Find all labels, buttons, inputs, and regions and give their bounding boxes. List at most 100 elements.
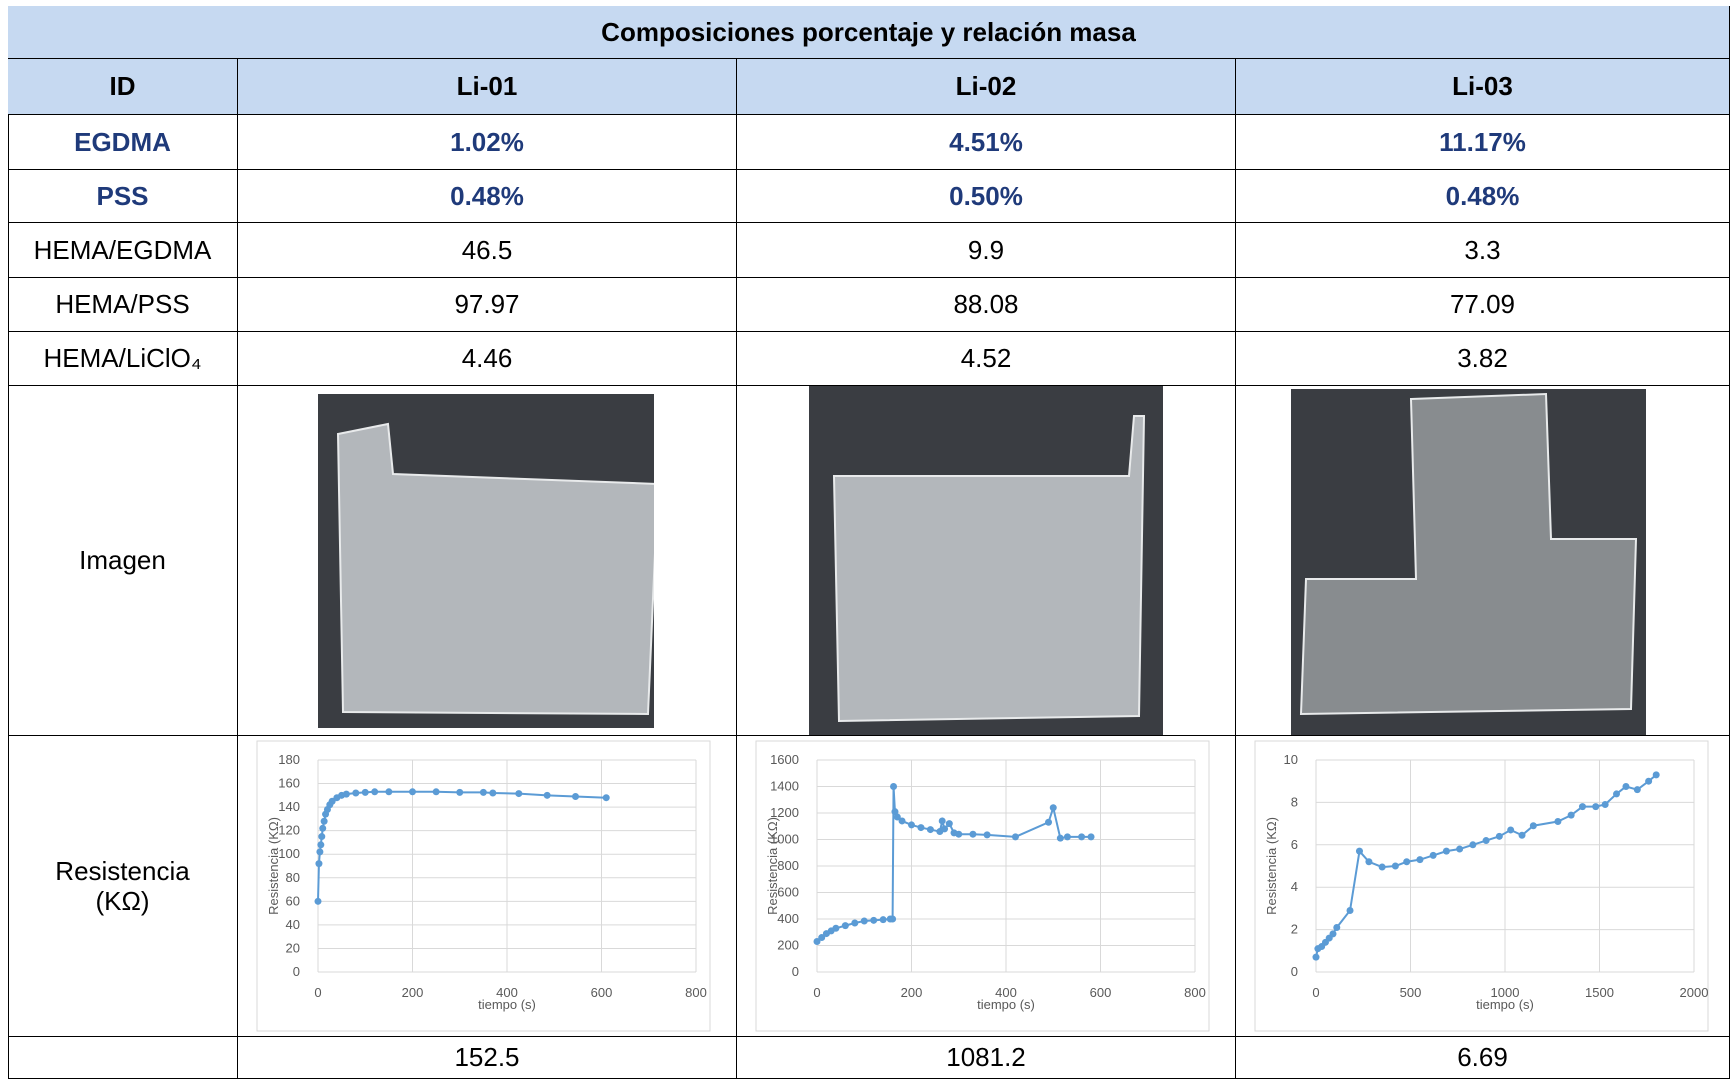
data-point xyxy=(1554,818,1561,825)
header-text: ID xyxy=(110,71,136,102)
y-tick-label: 8 xyxy=(1291,794,1298,809)
row-label: PSS xyxy=(96,181,148,212)
cell-value: 152.5 xyxy=(454,1042,519,1073)
x-tick-label: 600 xyxy=(1090,985,1112,1000)
x-tick-label: 0 xyxy=(813,985,820,1000)
cell-value: 46.5 xyxy=(462,235,513,266)
data-point xyxy=(1333,924,1340,931)
data-point xyxy=(1496,833,1503,840)
header-text: Li-03 xyxy=(1452,71,1513,102)
row-label: Imagen xyxy=(79,545,166,576)
table-cell: HEMA/PSS xyxy=(8,278,238,332)
y-tick-label: 400 xyxy=(777,911,799,926)
y-tick-label: 40 xyxy=(286,917,300,932)
table-cell: 6.69 xyxy=(1236,1037,1730,1079)
x-tick-label: 200 xyxy=(901,985,923,1000)
data-point xyxy=(319,825,326,832)
table-cell: 3.82 xyxy=(1236,332,1730,386)
table-cell: 1.02% xyxy=(238,115,737,170)
y-axis-label: Resistencia (KΩ) xyxy=(765,817,780,915)
header-text: Li-01 xyxy=(457,71,518,102)
data-point xyxy=(1602,801,1609,808)
data-point xyxy=(1592,803,1599,810)
y-tick-label: 10 xyxy=(1284,752,1298,767)
chart-frame xyxy=(257,741,710,1031)
data-point xyxy=(362,789,369,796)
table-cell: PSS xyxy=(8,170,238,223)
header-cell: ID xyxy=(8,59,238,115)
chart: 02468100500100015002000tiempo (s)Resiste… xyxy=(1254,740,1709,1032)
y-tick-label: 0 xyxy=(293,964,300,979)
data-point xyxy=(433,788,440,795)
cell-value: 3.82 xyxy=(1457,343,1508,374)
y-tick-label: 1600 xyxy=(770,752,799,767)
y-tick-label: 160 xyxy=(278,776,300,791)
data-point xyxy=(1365,858,1372,865)
y-tick-label: 800 xyxy=(777,858,799,873)
data-point xyxy=(409,788,416,795)
y-tick-label: 180 xyxy=(278,752,300,767)
data-point xyxy=(1050,804,1057,811)
data-point xyxy=(315,860,322,867)
data-point xyxy=(1645,778,1652,785)
x-axis-label: tiempo (s) xyxy=(1476,997,1534,1012)
data-point xyxy=(984,831,991,838)
cell-value: 0.48% xyxy=(450,181,524,212)
image-cell xyxy=(238,386,737,736)
data-point xyxy=(1403,858,1410,865)
page: {"table": { "title": "Composiciones porc… xyxy=(0,0,1730,1079)
data-point xyxy=(515,790,522,797)
header-text: Li-02 xyxy=(956,71,1017,102)
table-cell: 0.48% xyxy=(238,170,737,223)
data-point xyxy=(456,789,463,796)
y-axis-label: Resistencia (KΩ) xyxy=(1264,817,1279,915)
x-axis-label: tiempo (s) xyxy=(977,997,1035,1012)
data-point xyxy=(1313,954,1320,961)
data-point xyxy=(603,794,610,801)
y-tick-label: 0 xyxy=(1291,964,1298,979)
row-label: Resistencia (KΩ) xyxy=(38,856,208,916)
y-tick-label: 1400 xyxy=(770,779,799,794)
y-tick-label: 6 xyxy=(1291,837,1298,852)
x-tick-label: 0 xyxy=(1312,985,1319,1000)
table-cell: 77.09 xyxy=(1236,278,1730,332)
data-point xyxy=(870,917,877,924)
data-point xyxy=(946,820,953,827)
data-point xyxy=(1088,833,1095,840)
data-point xyxy=(1530,822,1537,829)
cell-value: 11.17% xyxy=(1439,127,1526,158)
cell-value: 77.09 xyxy=(1450,289,1515,320)
title-cell: Composiciones porcentaje y relación masa xyxy=(8,6,1730,59)
data-point xyxy=(480,789,487,796)
data-point xyxy=(1347,907,1354,914)
chart-frame xyxy=(756,741,1209,1031)
table-title: Composiciones porcentaje y relación masa xyxy=(601,17,1136,48)
table-cell: 0.50% xyxy=(737,170,1236,223)
y-tick-label: 20 xyxy=(286,940,300,955)
data-point xyxy=(1379,864,1386,871)
x-tick-label: 200 xyxy=(402,985,424,1000)
data-point xyxy=(315,898,322,905)
data-point xyxy=(1568,812,1575,819)
table-cell: 152.5 xyxy=(238,1037,737,1079)
x-tick-label: 800 xyxy=(1184,985,1206,1000)
data-point xyxy=(880,916,887,923)
data-point xyxy=(1012,833,1019,840)
cell-value: 1081.2 xyxy=(946,1042,1026,1073)
data-point xyxy=(572,793,579,800)
data-point xyxy=(1579,803,1586,810)
data-point xyxy=(1045,819,1052,826)
y-tick-label: 60 xyxy=(286,893,300,908)
image-cell xyxy=(737,386,1236,736)
data-point xyxy=(1330,930,1337,937)
table-cell: 4.51% xyxy=(737,115,1236,170)
data-point xyxy=(890,783,897,790)
photo xyxy=(1291,389,1646,735)
x-tick-label: 0 xyxy=(314,985,321,1000)
data-point xyxy=(318,833,325,840)
table-cell: 88.08 xyxy=(737,278,1236,332)
data-point xyxy=(1057,835,1064,842)
chart: 0200400600800100012001400160002004006008… xyxy=(755,740,1210,1032)
data-point xyxy=(317,841,324,848)
header-cell: Li-02 xyxy=(737,59,1236,115)
